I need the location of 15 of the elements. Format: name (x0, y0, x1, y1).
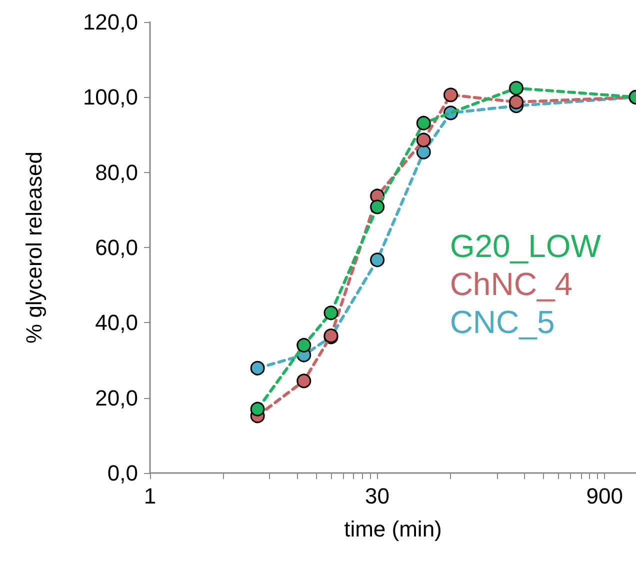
y-tick-label: 20,0 (95, 385, 138, 410)
y-tick-label: 100,0 (82, 84, 138, 110)
y-axis-title: % glycerol released (22, 152, 46, 344)
x-axis-title: time (min) (344, 516, 442, 542)
y-tick-label: 40,0 (95, 310, 138, 336)
y-tick-label: 0,0 (107, 460, 138, 486)
text: G20_LOW (450, 228, 602, 264)
x-tick-label: 1 (144, 484, 156, 508)
x-tick-label: 900 (586, 484, 623, 508)
x-tick-label: 30 (365, 484, 390, 508)
y-tick-label: 80,0 (95, 160, 138, 185)
y-tick-label: 120,0 (82, 10, 138, 34)
text: ChNC_4 (450, 266, 573, 302)
text: CNC_5 (450, 304, 555, 340)
y-tick-label: 60,0 (95, 235, 138, 260)
